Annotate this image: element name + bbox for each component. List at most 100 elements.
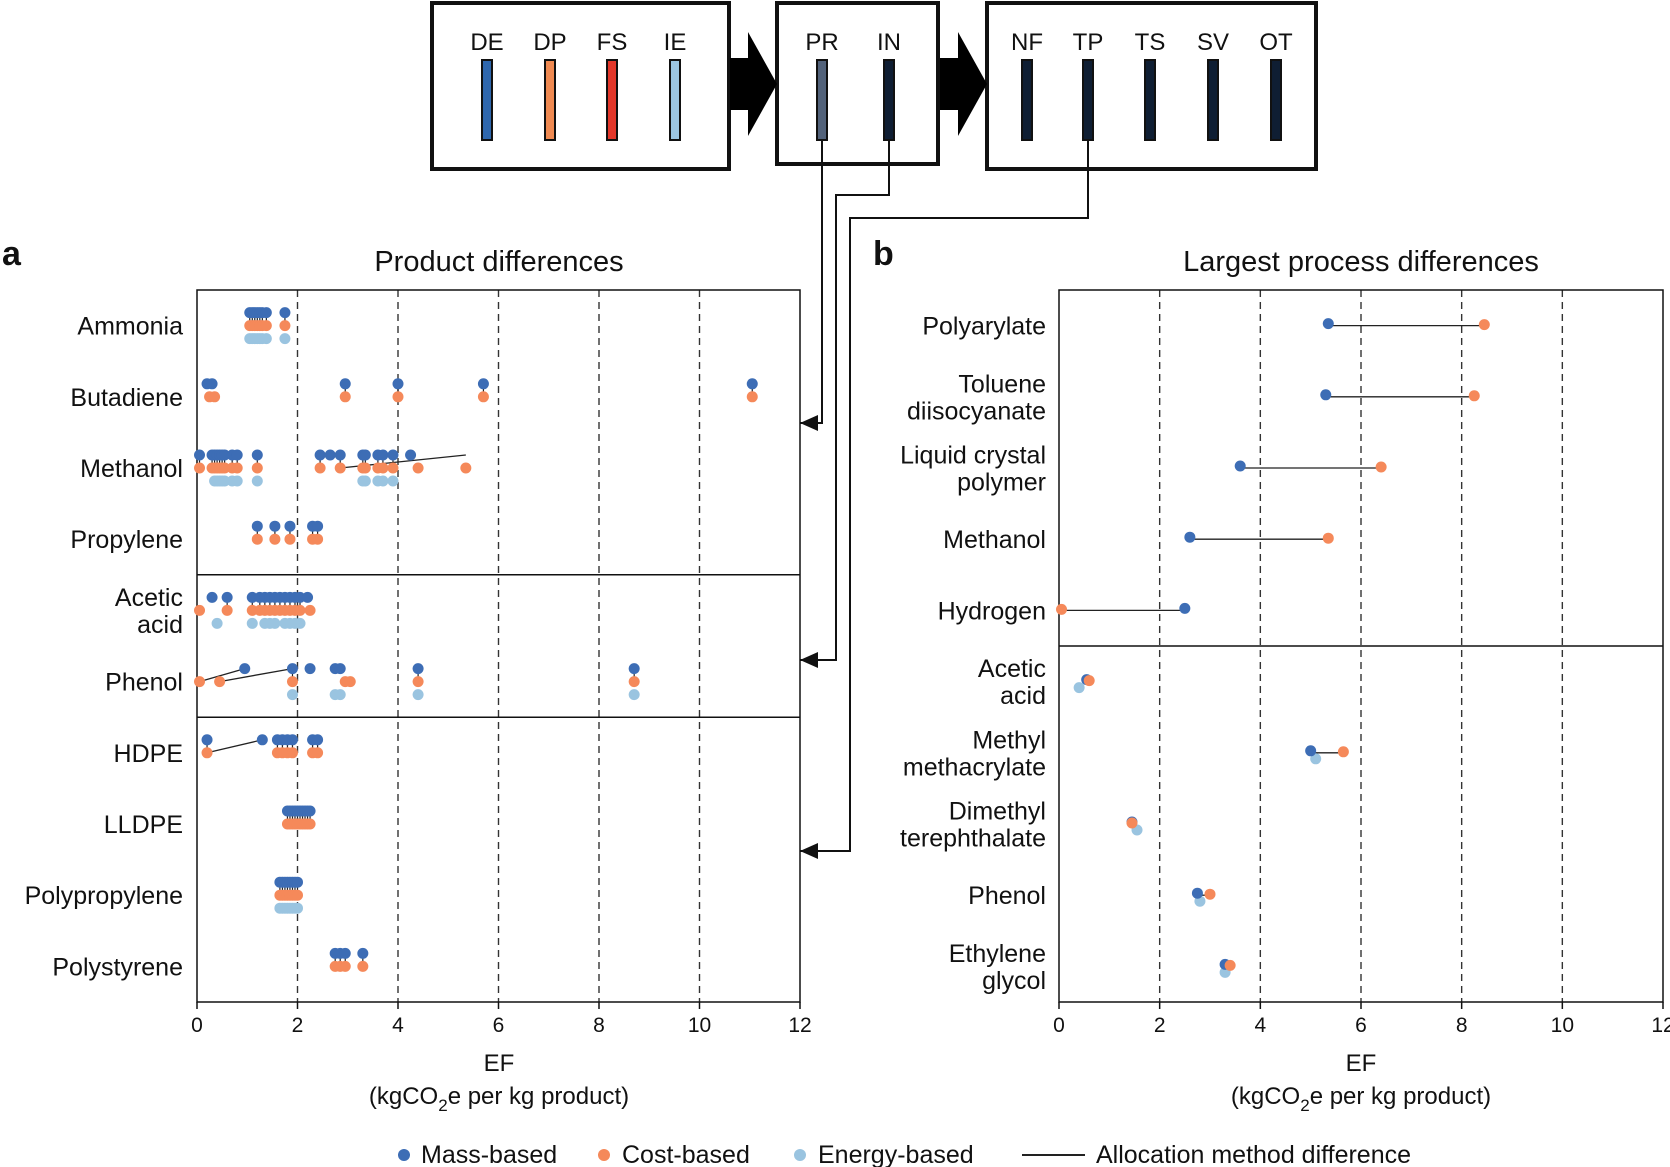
legend: Mass-based Cost-based Energy-based Alloc… <box>398 1141 1411 1167</box>
flow-label-de: DE <box>470 29 503 56</box>
category-label: polymer <box>957 469 1046 497</box>
x-tick-label: 12 <box>788 1014 811 1037</box>
category-label: Butadiene <box>70 384 183 412</box>
data-point-energy-based <box>260 333 272 345</box>
category-label: acid <box>137 611 183 639</box>
flow-bar-in <box>883 59 895 141</box>
data-point-mass-based <box>312 734 324 746</box>
x-tick-label: 10 <box>1551 1014 1574 1037</box>
data-point-cost-based <box>312 747 324 759</box>
panel-a-title: Product differences <box>374 246 623 278</box>
category-label: Liquid crystal <box>900 442 1046 470</box>
category-label: methacrylate <box>903 753 1046 781</box>
legend-label-mass: Mass-based <box>421 1141 557 1167</box>
data-point-cost-based <box>304 604 316 616</box>
data-point-cost-based <box>279 320 291 332</box>
category-label: Ethylene <box>949 940 1046 968</box>
data-point-cost-based <box>460 462 472 474</box>
data-point-mass-based <box>304 805 316 817</box>
category-label: Polyarylate <box>922 313 1046 341</box>
category-label: Methanol <box>80 455 183 483</box>
data-point-cost-based <box>628 676 640 688</box>
plot-frame <box>196 289 801 1003</box>
category-label: Phenol <box>105 669 183 697</box>
data-point-mass-based <box>231 449 243 461</box>
legend-label-energy: Energy-based <box>818 1141 974 1167</box>
legend-label-cost: Cost-based <box>622 1141 750 1167</box>
data-point-cost-based <box>377 462 389 474</box>
data-point-mass-based <box>1305 745 1317 757</box>
x-tick-label: 6 <box>493 1014 505 1037</box>
data-point-mass-based <box>239 663 251 675</box>
data-point-cost-based <box>344 676 356 688</box>
data-point-mass-based <box>304 663 316 675</box>
panel-a-xlabel: EF <box>484 1050 515 1077</box>
difference-line <box>206 739 263 754</box>
flow-diagram: DE DP FS IE PR IN NF TP TS SV OT <box>430 1 1318 859</box>
x-tick-label: 8 <box>1456 1014 1468 1037</box>
flow-label-fs: FS <box>597 29 628 56</box>
data-point-cost-based <box>359 462 371 474</box>
data-point-cost-based <box>194 676 206 688</box>
category-label: terephthalate <box>900 825 1046 853</box>
flow-label-pr: PR <box>805 29 838 56</box>
data-point-cost-based <box>219 462 231 474</box>
difference-line <box>219 667 293 683</box>
data-point-mass-based <box>412 663 424 675</box>
data-point-mass-based <box>286 734 298 746</box>
data-point-mass-based <box>334 663 346 675</box>
data-point-mass-based <box>1179 602 1191 614</box>
data-point-cost-based <box>1083 675 1095 687</box>
legend-label-line: Allocation method difference <box>1096 1141 1411 1167</box>
data-point-cost-based <box>231 462 243 474</box>
data-point-mass-based <box>251 449 263 461</box>
data-point-cost-based <box>1056 603 1068 615</box>
flow-bar-ts <box>1144 59 1156 141</box>
flow-box-inputs <box>430 1 731 171</box>
data-point-energy-based <box>246 617 258 629</box>
x-tick-label: 6 <box>1355 1014 1367 1037</box>
category-label: Toluene <box>958 370 1046 398</box>
flow-label-ts: TS <box>1135 29 1166 56</box>
data-point-mass-based <box>1234 460 1246 472</box>
data-point-energy-based <box>1073 682 1085 694</box>
flow-label-nf: NF <box>1011 29 1043 56</box>
data-point-cost-based <box>339 960 351 972</box>
data-point-mass-based <box>302 591 314 603</box>
category-label: LLDPE <box>104 811 183 839</box>
data-point-mass-based <box>746 378 758 390</box>
data-point-mass-based <box>201 734 213 746</box>
data-point-energy-based <box>387 475 399 487</box>
flow-label-ot: OT <box>1259 29 1293 56</box>
data-point-cost-based <box>1204 888 1216 900</box>
panel-b-largest-process-differences: b Largest process differences 0 2 4 6 8 10 12 P… <box>873 235 1670 1115</box>
data-point-mass-based <box>1191 887 1203 899</box>
legend-marker-energy <box>794 1149 806 1161</box>
data-point-cost-based <box>1478 319 1490 331</box>
data-point-mass-based <box>246 591 258 603</box>
data-point-mass-based <box>194 449 206 461</box>
data-point-energy-based <box>628 689 640 701</box>
data-point-cost-based <box>260 320 272 332</box>
x-tick-label: 12 <box>1651 1014 1670 1037</box>
data-point-cost-based <box>412 676 424 688</box>
category-label: glycol <box>982 967 1046 995</box>
flow-bar-de <box>481 59 493 141</box>
flow-arrow-right-2 <box>940 32 987 136</box>
category-label: Propylene <box>70 526 183 554</box>
data-point-energy-based <box>211 617 223 629</box>
data-point-mass-based <box>628 663 640 675</box>
data-point-mass-based <box>292 876 303 888</box>
flow-arrow-right-1 <box>730 32 777 136</box>
data-point-cost-based <box>294 604 306 616</box>
data-point-cost-based <box>214 676 226 688</box>
category-label: Polystyrene <box>52 953 183 981</box>
data-point-cost-based <box>292 889 303 901</box>
data-point-energy-based <box>251 475 263 487</box>
data-point-cost-based <box>334 462 346 474</box>
flow-bar-dp <box>544 59 556 141</box>
data-point-cost-based <box>194 604 206 616</box>
legend-marker-cost <box>598 1149 610 1161</box>
data-point-cost-based <box>269 533 281 545</box>
